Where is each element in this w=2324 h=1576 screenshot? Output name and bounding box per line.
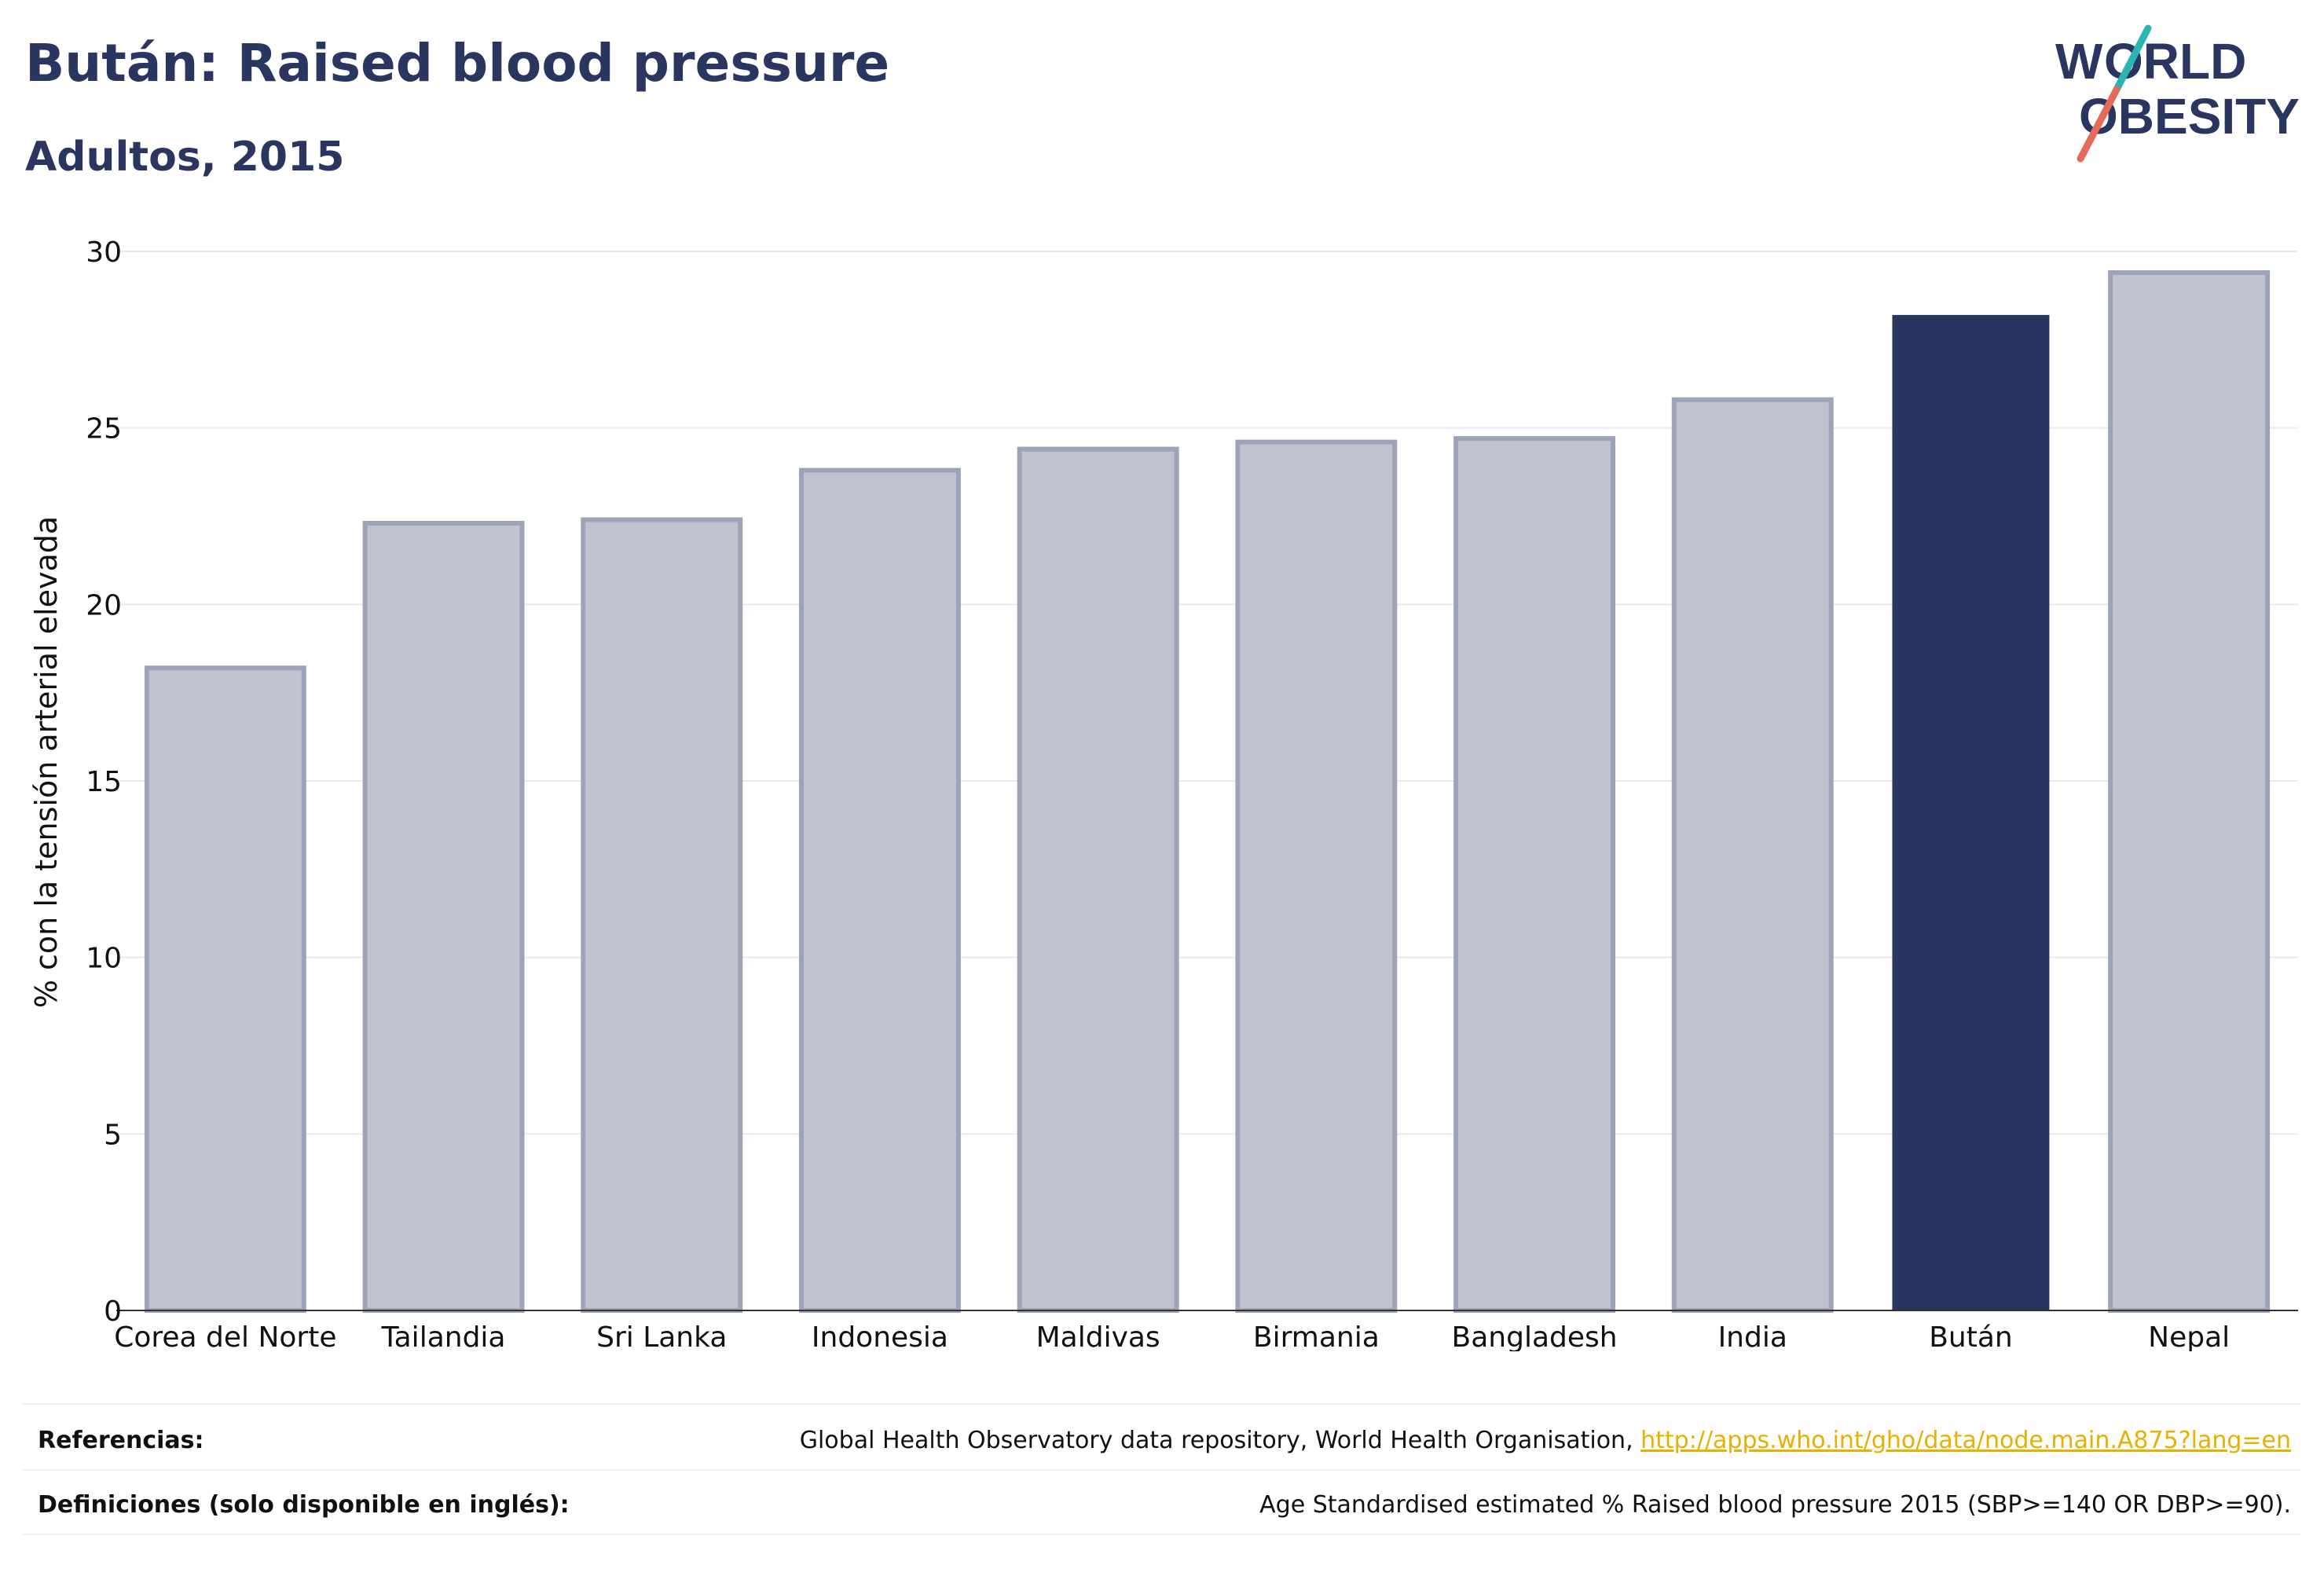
x-tick-label: Indonesia — [812, 1321, 948, 1351]
bar[interactable] — [144, 665, 306, 1313]
bar[interactable] — [1235, 439, 1398, 1313]
x-tick-label: Bután — [1929, 1321, 2013, 1351]
y-tick-label: 25 — [86, 413, 122, 445]
x-tick-label: Corea del Norte — [114, 1321, 336, 1351]
bar[interactable] — [1892, 314, 2050, 1310]
bars — [144, 269, 2271, 1314]
x-tick-label: Tailandia — [381, 1321, 506, 1351]
y-axis-label: % con la tensión arterial elevada — [29, 516, 64, 1008]
y-tick-label: 30 — [86, 236, 122, 269]
bar[interactable] — [581, 517, 743, 1313]
footer-definitions: Definiciones (solo disponible en inglés)… — [22, 1471, 2300, 1538]
references-value: Global Health Observatory data repositor… — [800, 1427, 2291, 1454]
x-tick-label: Bangladesh — [1452, 1321, 1618, 1351]
x-tick-label: India — [1718, 1321, 1787, 1351]
x-tick-label: Nepal — [2148, 1321, 2230, 1351]
world-obesity-logo: W ORLD OBESITY — [2055, 24, 2300, 163]
references-link[interactable]: http://apps.who.int/gho/data/node.main.A… — [1640, 1427, 2291, 1454]
svg-text:W: W — [2055, 33, 2103, 90]
footer-references: Referencias: Global Health Observatory d… — [22, 1406, 2300, 1474]
x-tick-labels: Corea del Norte Tailandia Sri Lanka Indones… — [114, 1321, 2230, 1351]
bar[interactable] — [362, 520, 525, 1313]
x-tick-label: Birmania — [1253, 1321, 1380, 1351]
x-tick-label: Sri Lanka — [596, 1321, 727, 1351]
y-tick-label: 10 — [86, 943, 122, 975]
bar-chart: 0 5 10 15 20 25 30 Corea del Norte Tailandia Sri… — [29, 236, 2298, 1351]
references-text: Global Health Observatory data repositor… — [799, 1427, 1641, 1454]
bar[interactable] — [1671, 397, 1834, 1314]
y-tick-label: 20 — [86, 589, 122, 621]
bar[interactable] — [1453, 436, 1616, 1314]
footer-divider — [22, 1403, 2300, 1405]
x-tick-label: Maldivas — [1036, 1321, 1160, 1351]
definitions-value: Age Standardised estimated % Raised bloo… — [1259, 1491, 2291, 1519]
definitions-label: Definiciones (solo disponible en inglés)… — [38, 1491, 570, 1519]
footer-divider — [22, 1469, 2300, 1471]
y-tick-label: 0 — [104, 1296, 122, 1328]
references-label: Referencias: — [38, 1427, 204, 1454]
y-tick-label: 15 — [86, 766, 122, 798]
chart-title: Bután: Raised blood pressure — [25, 33, 890, 93]
chart-subtitle: Adultos, 2015 — [25, 134, 345, 181]
bar[interactable] — [798, 467, 961, 1313]
y-tick-labels: 0 5 10 15 20 25 30 — [86, 236, 122, 1328]
y-tick-label: 5 — [104, 1119, 122, 1151]
bar[interactable] — [2108, 269, 2271, 1314]
bar[interactable] — [1017, 446, 1179, 1313]
footer-divider — [22, 1534, 2300, 1535]
